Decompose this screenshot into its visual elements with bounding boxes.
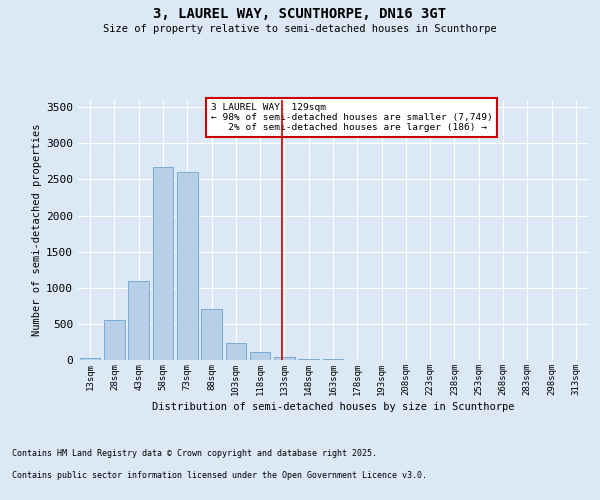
Bar (104, 320, 125, 360)
Bar (226, 342, 246, 360)
Bar (128, 280, 149, 360)
Y-axis label: Number of semi-detached properties: Number of semi-detached properties (32, 124, 42, 336)
Bar (80, 358, 100, 360)
Text: Contains HM Land Registry data © Crown copyright and database right 2025.: Contains HM Land Registry data © Crown c… (12, 448, 377, 458)
Text: Contains public sector information licensed under the Open Government Licence v3: Contains public sector information licen… (12, 471, 427, 480)
Text: 3, LAUREL WAY, SCUNTHORPE, DN16 3GT: 3, LAUREL WAY, SCUNTHORPE, DN16 3GT (154, 8, 446, 22)
Bar (250, 352, 271, 360)
Text: Distribution of semi-detached houses by size in Scunthorpe: Distribution of semi-detached houses by … (152, 402, 514, 412)
Bar (177, 172, 197, 360)
Bar (201, 310, 222, 360)
Text: 3 LAUREL WAY: 129sqm
← 98% of semi-detached houses are smaller (7,749)
   2% of : 3 LAUREL WAY: 129sqm ← 98% of semi-detac… (211, 102, 493, 132)
Text: Size of property relative to semi-detached houses in Scunthorpe: Size of property relative to semi-detach… (103, 24, 497, 34)
Bar (152, 167, 173, 360)
Bar (274, 357, 295, 360)
